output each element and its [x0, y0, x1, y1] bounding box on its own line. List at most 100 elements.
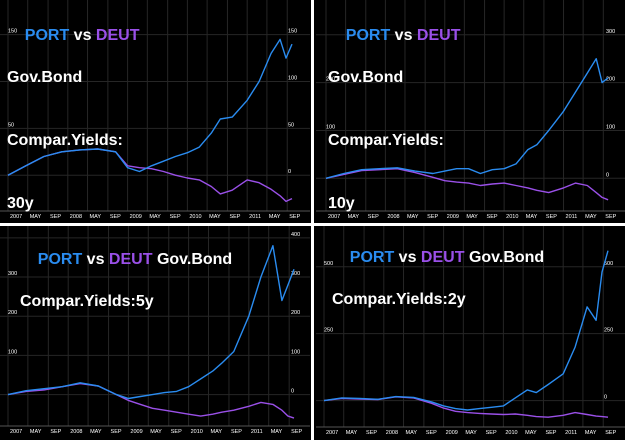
deut-series-line: [325, 167, 609, 201]
title-deut: DEUT: [95, 27, 140, 44]
x-tick-label: MAY: [210, 429, 222, 435]
x-tick-label: SEP: [289, 214, 300, 220]
left-axis-label: 50: [8, 122, 14, 128]
right-axis-label: 200: [606, 77, 615, 83]
x-tick-label: MAY: [271, 429, 283, 435]
x-tick-label: SEP: [229, 214, 240, 220]
right-axis-label: 0: [291, 389, 294, 395]
x-tick-label: 2011: [251, 429, 263, 435]
x-tick-label: 2011: [249, 214, 261, 220]
x-tick-label: MAY: [149, 214, 161, 220]
x-tick-label: 2008: [386, 430, 398, 436]
port-series-line: [7, 38, 293, 176]
right-axis-label: 100: [291, 349, 300, 355]
title-line-1: Gov.Bond: [156, 251, 233, 268]
x-tick-label: SEP: [545, 430, 556, 436]
x-tick-label: 2007: [328, 214, 340, 220]
left-axis-label: 100: [326, 124, 335, 130]
x-tick-label: 2009: [447, 214, 459, 220]
title-line-2: Compar.Yields:5y: [20, 293, 154, 310]
x-tick-label: 2008: [387, 214, 399, 220]
x-tick-label: 2009: [446, 430, 458, 436]
x-tick-label: SEP: [426, 430, 437, 436]
title-deut: DEUT: [420, 249, 465, 266]
x-tick-label: 2010: [191, 429, 203, 435]
chart-svg: 2007 MAY SEP 2008 MAY SEP 2009 MAY SEP 2010 MAY SEP…: [316, 0, 625, 220]
x-tick-label: SEP: [231, 429, 242, 435]
title-line-2: Compar.Yields:: [7, 132, 123, 149]
x-tick-label: 2007: [10, 214, 22, 220]
right-axis-label: 50: [288, 122, 294, 128]
port-series-line: [323, 250, 609, 411]
title-line-1: Gov.Bond: [7, 69, 83, 86]
right-axis-label: 0: [604, 395, 607, 401]
x-tick-label: MAY: [407, 214, 419, 220]
title-vs: vs: [390, 27, 417, 44]
title-vs: vs: [394, 249, 421, 266]
title-port: PORT: [24, 27, 70, 44]
x-tick-label: MAY: [30, 214, 42, 220]
x-tick-label: 2010: [505, 430, 517, 436]
x-tick-label: SEP: [171, 429, 182, 435]
right-axis-label: 500: [604, 261, 613, 267]
x-tick-label: 2011: [565, 430, 577, 436]
x-tick-label: MAY: [30, 429, 42, 435]
left-axis-label: 150: [8, 29, 17, 35]
x-tick-label: SEP: [368, 214, 379, 220]
x-tick-label: SEP: [546, 214, 557, 220]
x-tick-label: 2009: [130, 214, 142, 220]
title-deut: DEUT: [108, 251, 153, 268]
left-axis-label: 250: [324, 328, 333, 334]
x-tick-label: MAY: [466, 214, 478, 220]
title-port: PORT: [345, 27, 391, 44]
title-port: PORT: [37, 251, 83, 268]
chart-panel-30y: 2007 MAY SEP 2008 MAY SEP 2009 MAY SEP 2010 MAY SEP…: [0, 0, 310, 224]
chart-title: PORT vs DEUT Gov.Bond Compar.Yields:5y: [20, 228, 232, 354]
right-axis-label: 250: [604, 328, 613, 334]
x-tick-label: MAY: [90, 214, 102, 220]
vertical-separator: [311, 0, 314, 440]
deut-series-line: [7, 382, 295, 419]
x-tick-label: SEP: [291, 429, 302, 435]
x-tick-label: 2007: [326, 430, 338, 436]
title-vs: vs: [82, 251, 109, 268]
title-deut: DEUT: [416, 27, 461, 44]
left-axis-label: 200: [326, 77, 335, 83]
x-tick-label: MAY: [150, 429, 162, 435]
x-tick-label: SEP: [427, 214, 438, 220]
chart-title: PORT vs DEUT Gov.Bond Compar.Yields: 30y: [7, 4, 139, 224]
left-axis-label: 300: [8, 271, 17, 277]
horizontal-separator: [0, 223, 625, 226]
x-tick-label: SEP: [486, 430, 497, 436]
port-series-line: [325, 58, 609, 179]
right-axis-label: 100: [606, 124, 615, 130]
x-tick-label: MAY: [526, 214, 538, 220]
x-tick-label: 2007: [10, 429, 22, 435]
right-axis-label: 150: [288, 29, 297, 35]
x-tick-label: 2009: [130, 429, 142, 435]
title-line-3: 30y: [7, 195, 34, 212]
title-vs: vs: [69, 27, 96, 44]
x-tick-label: SEP: [110, 214, 121, 220]
chart-panel-5y: 2007 MAY SEP 2008 MAY SEP 2009 MAY SEP 2010 MAY SEP…: [0, 226, 310, 440]
x-tick-label: SEP: [50, 429, 61, 435]
chart-svg: 2007 MAY SEP 2008 MAY SEP 2009 MAY SEP 2010 MAY SEP…: [0, 226, 310, 435]
x-tick-label: 2008: [70, 429, 82, 435]
left-axis-label: 500: [324, 261, 333, 267]
port-series-line: [7, 245, 295, 400]
x-tick-label: SEP: [605, 214, 616, 220]
x-tick-label: MAY: [346, 430, 358, 436]
title-line-3: 10y: [328, 195, 355, 212]
chart-title: PORT vs DEUT Gov.Bond Compar.Yields:2y: [332, 226, 544, 352]
x-tick-label: 2010: [189, 214, 201, 220]
title-line-1: Gov.Bond: [468, 249, 545, 266]
chart-svg: 2007 MAY SEP 2008 MAY SEP 2009 MAY SEP 2010 MAY SEP…: [0, 0, 310, 220]
x-tick-label: MAY: [525, 430, 537, 436]
x-tick-label: MAY: [348, 214, 360, 220]
x-tick-label: SEP: [170, 214, 181, 220]
x-tick-label: 2008: [70, 214, 82, 220]
x-tick-label: MAY: [406, 430, 418, 436]
deut-series-line: [323, 396, 609, 418]
right-axis-label: 100: [288, 76, 297, 82]
x-tick-label: MAY: [90, 429, 102, 435]
